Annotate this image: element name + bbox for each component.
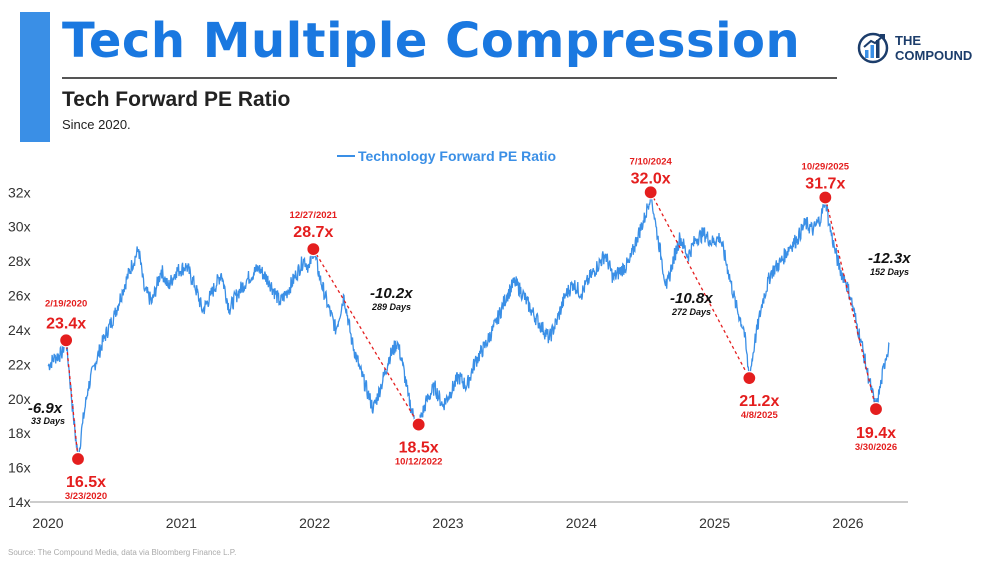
y-tick-label: 24x <box>8 322 31 338</box>
peak-marker <box>868 401 884 417</box>
y-tick-label: 18x <box>8 425 31 441</box>
the-compound-logo: THE COMPOUND <box>856 30 972 66</box>
chart-subtitle: Tech Forward PE Ratio <box>62 88 291 111</box>
title-accent-bar <box>20 12 50 142</box>
logo-text-compound: COMPOUND <box>895 48 973 63</box>
peak-value-label: 19.4x <box>856 425 896 442</box>
peak-marker <box>59 333 74 348</box>
drawdown-connector <box>650 192 750 379</box>
drawdown-change-label: -10.2x <box>370 285 413 302</box>
peak-date-label: 10/29/2025 <box>802 161 850 172</box>
x-tick-label: 2021 <box>166 515 197 531</box>
title-divider <box>62 77 837 79</box>
peak-value-label: 16.5x <box>66 474 106 491</box>
legend-label: Technology Forward PE Ratio <box>358 148 556 164</box>
peak-marker <box>742 371 757 386</box>
drawdown-duration-label: 33 Days <box>31 416 65 426</box>
peak-date-label: 4/8/2025 <box>741 410 779 421</box>
peak-date-label: 10/12/2022 <box>395 457 443 468</box>
y-tick-label: 14x <box>8 494 31 510</box>
peak-value-label: 32.0x <box>631 170 671 187</box>
peak-date-label: 2/19/2020 <box>45 298 87 309</box>
y-tick-label: 30x <box>8 219 31 235</box>
peak-date-label: 12/27/2021 <box>290 210 338 221</box>
x-tick-label: 2025 <box>699 515 730 531</box>
page-title: Tech Multiple Compression <box>62 13 801 69</box>
drawdown-connector <box>824 197 877 410</box>
peak-marker <box>306 241 321 257</box>
y-tick-label: 26x <box>8 288 31 304</box>
drawdown-connector <box>65 340 79 460</box>
peak-value-label: 18.5x <box>399 440 439 457</box>
peak-date-label: 7/10/2024 <box>630 156 673 167</box>
peak-marker <box>818 190 833 205</box>
peak-date-label: 3/30/2026 <box>855 442 897 453</box>
drawdown-duration-label: 289 Days <box>371 302 411 312</box>
logo-text-the: THE <box>895 33 921 48</box>
drawdown-connector <box>312 248 420 425</box>
y-tick-label: 22x <box>8 356 31 372</box>
since-note: Since 2020. <box>62 117 131 132</box>
drawdown-duration-label: 152 Days <box>870 267 909 277</box>
peak-value-label: 23.4x <box>46 315 86 332</box>
x-tick-label: 2024 <box>566 515 597 531</box>
series-line-technology-forward-pe <box>47 188 890 461</box>
peak-value-label: 31.7x <box>805 175 845 192</box>
source-note: Source: The Compound Media, data via Blo… <box>8 548 237 557</box>
peak-value-label: 21.2x <box>739 393 779 410</box>
drawdown-change-label: -10.8x <box>670 290 713 307</box>
y-tick-label: 20x <box>8 391 31 407</box>
peak-marker <box>643 185 658 200</box>
peak-date-label: 3/23/2020 <box>65 491 107 502</box>
y-tick-label: 16x <box>8 460 31 476</box>
peak-marker <box>411 417 426 432</box>
x-tick-label: 2023 <box>432 515 463 531</box>
x-tick-label: 2026 <box>832 515 863 531</box>
drawdown-change-label: -12.3x <box>868 250 911 267</box>
x-tick-label: 2020 <box>32 515 63 531</box>
peak-marker <box>70 451 86 467</box>
compound-chart-icon <box>857 32 889 64</box>
drawdown-duration-label: 272 Days <box>671 307 711 317</box>
x-tick-label: 2022 <box>299 515 330 531</box>
peak-value-label: 28.7x <box>293 224 333 241</box>
drawdown-change-label: -6.9x <box>28 400 63 417</box>
y-tick-label: 32x <box>8 184 31 200</box>
y-tick-label: 28x <box>8 253 31 269</box>
